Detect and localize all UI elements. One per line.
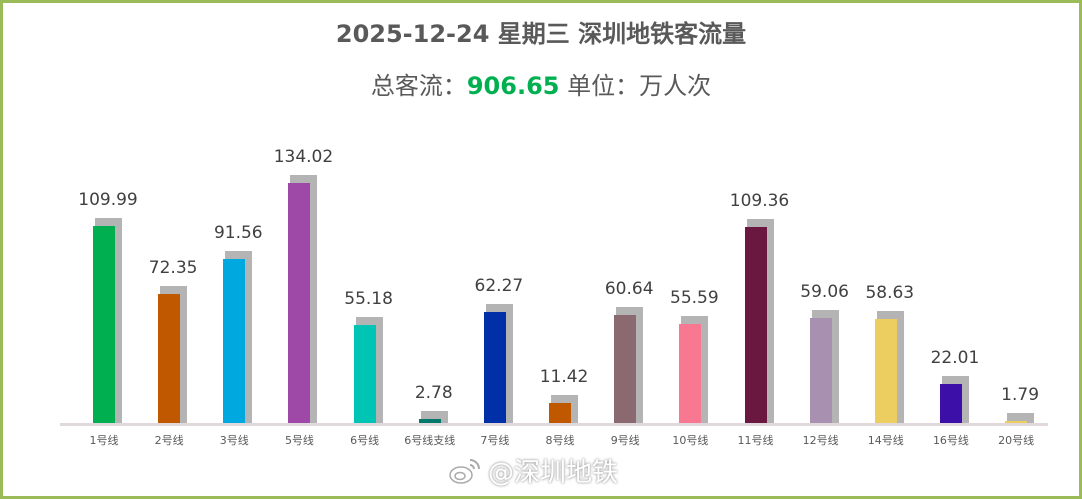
bar-3号线 [223, 259, 246, 423]
bar-1号线 [93, 226, 115, 423]
category-label: 12号线 [802, 434, 839, 447]
bar-10号线 [679, 324, 702, 423]
bar-shadow [420, 411, 448, 423]
category-label: 9号线 [610, 434, 640, 447]
category-label: 6号线 [350, 434, 380, 447]
value-label: 109.36 [729, 191, 790, 212]
bar-14号线 [874, 318, 897, 423]
value-label: 55.18 [344, 288, 393, 309]
value-label: 11.42 [539, 367, 589, 388]
bar-11号线 [744, 227, 767, 423]
category-label: 8号线 [545, 434, 575, 447]
value-label: 2.78 [414, 383, 453, 403]
category-label: 11号线 [737, 434, 774, 447]
value-label: 134.02 [273, 147, 334, 167]
category-label: 5号线 [284, 434, 314, 447]
bar-5号线 [288, 183, 311, 423]
value-label: 60.64 [604, 278, 654, 299]
value-label: 58.63 [865, 282, 915, 303]
bar-shadow [1007, 412, 1035, 423]
unit-label: 单位：万人次 [559, 72, 712, 100]
chart-subtitle: 总客流：906.65 单位：万人次 [0, 66, 1082, 101]
value-label: 91.56 [213, 223, 263, 244]
category-label: 16号线 [932, 434, 969, 447]
x-axis-line [60, 423, 1048, 426]
category-label: 3号线 [219, 434, 249, 447]
category-label: 10号线 [672, 434, 709, 447]
bar-12号线 [809, 317, 832, 423]
value-label: 22.01 [930, 348, 980, 369]
category-label: 14号线 [867, 434, 904, 447]
bar-2号线 [158, 293, 181, 423]
bar-16号线 [939, 384, 962, 423]
chart-title: 2025-12-24 星期三 深圳地铁客流量 [335, 20, 747, 48]
bar-8号线 [549, 403, 572, 423]
value-label: 62.27 [474, 276, 524, 297]
bar-9号线 [614, 314, 637, 423]
value-label: 1.79 [1001, 384, 1040, 405]
total-value: 906.65 [466, 72, 560, 100]
bar-7号线 [483, 312, 506, 423]
category-label: 6号线支线 [404, 434, 456, 447]
total-label: 总客流： [370, 72, 467, 100]
value-label: 109.99 [78, 190, 138, 211]
value-label: 59.06 [800, 281, 849, 302]
weibo-icon [448, 456, 482, 486]
watermark-text: @深圳地铁 [488, 458, 619, 488]
watermark: @深圳地铁 [448, 452, 618, 489]
value-label: 72.35 [148, 257, 198, 278]
bar-6号线 [353, 324, 376, 423]
bar-20号线 [1005, 420, 1028, 423]
bar-6号线支线 [418, 419, 441, 423]
category-label: 7号线 [480, 434, 510, 447]
category-label: 20号线 [998, 434, 1035, 447]
category-label: 1号线 [89, 434, 119, 447]
value-label: 55.59 [670, 288, 719, 309]
category-label: 2号线 [154, 434, 184, 447]
